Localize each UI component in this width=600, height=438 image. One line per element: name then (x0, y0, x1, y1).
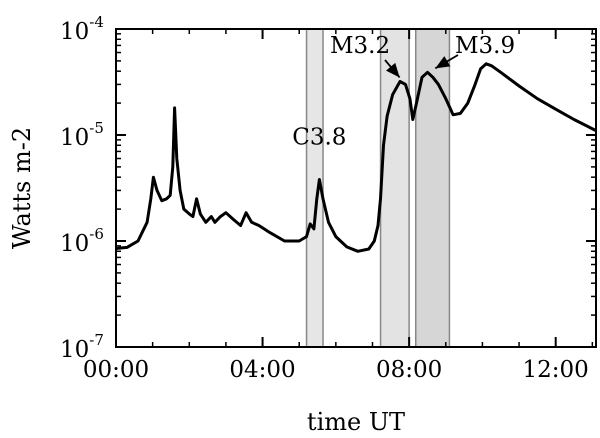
plot-frame (115, 28, 597, 348)
y-axis-label: Watts m-2 (8, 127, 36, 249)
x-axis-label: time UT (307, 408, 405, 436)
x-tick-label: 00:00 (83, 357, 149, 383)
x-tick-label: 04:00 (229, 357, 295, 383)
flare-arrow-head (386, 62, 400, 78)
flare-label-2: M3.2 (330, 33, 390, 59)
y-tick-label: 10-7 (60, 331, 104, 363)
y-tick-label: 10-5 (60, 119, 104, 151)
shaded-interval-2 (379, 28, 410, 348)
flare-arrow-head (435, 56, 451, 69)
xray-flux-line (115, 62, 597, 253)
flare-label-1: C3.8 (292, 125, 346, 151)
y-tick-label: 10-6 (60, 225, 104, 257)
y-tick-label: 10-4 (60, 13, 104, 45)
flare-annotations: C3.8 M3.2 M3.9 (292, 33, 515, 151)
flare-label-3: M3.9 (455, 33, 515, 59)
axis-ticks: 00:00 04:00 08:00 12:00 10-7 10-6 10-5 10-4 (60, 13, 596, 383)
x-tick-label: 12:00 (523, 357, 589, 383)
flare-interval-shading (305, 28, 451, 348)
x-tick-label: 08:00 (376, 357, 442, 383)
